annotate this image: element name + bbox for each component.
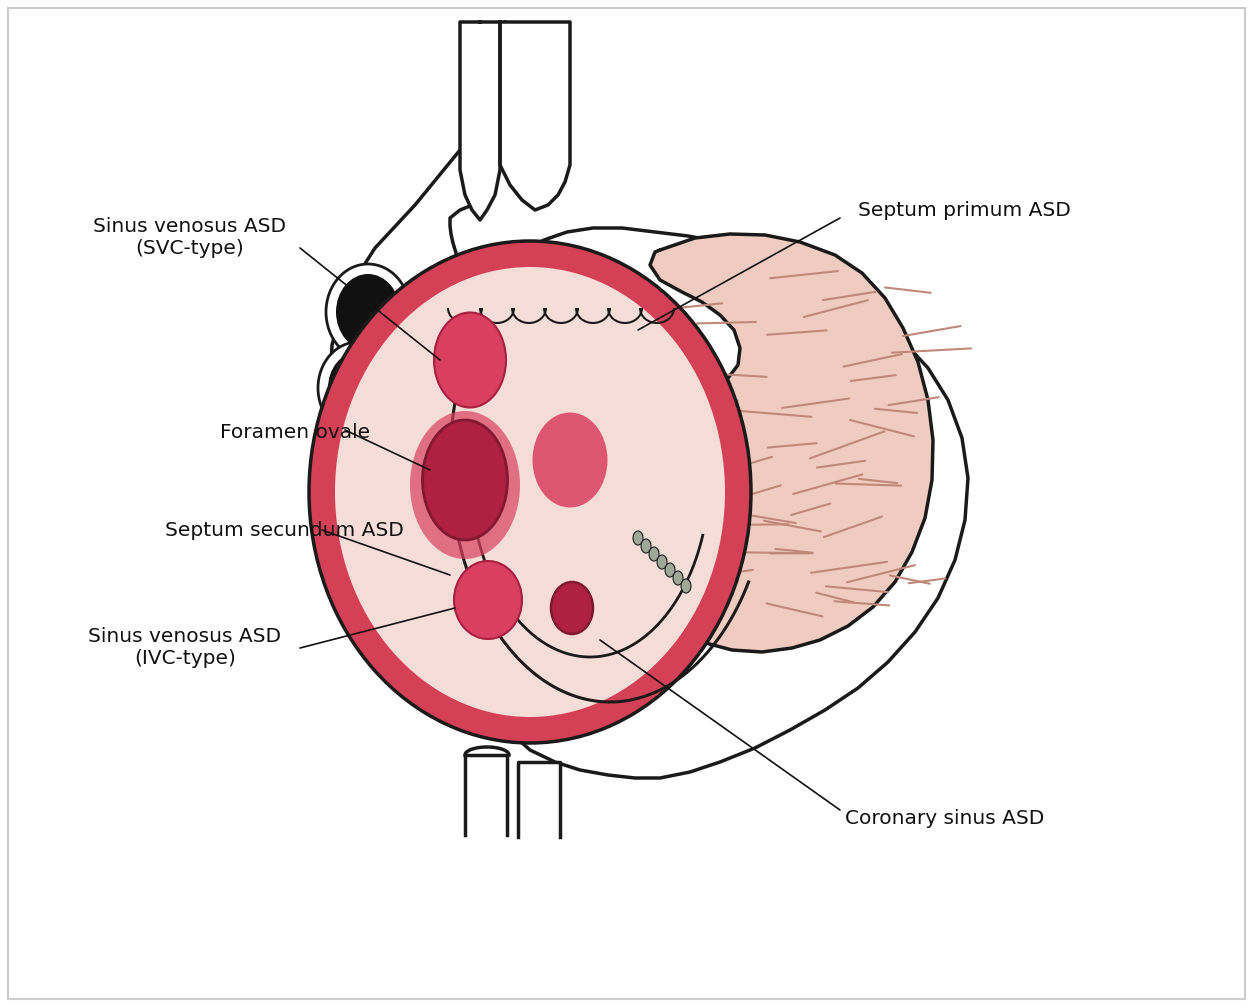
Text: Foramen ovale: Foramen ovale bbox=[221, 423, 370, 441]
Ellipse shape bbox=[533, 413, 608, 508]
Ellipse shape bbox=[642, 539, 652, 553]
Text: Sinus venosus ASD
(IVC-type): Sinus venosus ASD (IVC-type) bbox=[89, 627, 282, 669]
Text: Sinus venosus ASD
(SVC-type): Sinus venosus ASD (SVC-type) bbox=[94, 218, 287, 259]
Ellipse shape bbox=[434, 312, 506, 408]
Polygon shape bbox=[460, 22, 500, 220]
Ellipse shape bbox=[315, 418, 390, 506]
Text: Septum primum ASD: Septum primum ASD bbox=[858, 200, 1071, 220]
Polygon shape bbox=[621, 234, 933, 652]
Polygon shape bbox=[465, 755, 507, 835]
Polygon shape bbox=[500, 22, 570, 210]
Text: Coronary sinus ASD: Coronary sinus ASD bbox=[845, 809, 1044, 828]
Ellipse shape bbox=[410, 411, 520, 559]
Ellipse shape bbox=[328, 352, 388, 424]
Ellipse shape bbox=[309, 241, 751, 743]
Ellipse shape bbox=[673, 571, 683, 585]
Ellipse shape bbox=[649, 547, 659, 561]
Ellipse shape bbox=[551, 582, 593, 634]
Ellipse shape bbox=[336, 274, 400, 350]
Ellipse shape bbox=[665, 563, 675, 577]
Text: Septum secundum ASD: Septum secundum ASD bbox=[165, 521, 403, 540]
Ellipse shape bbox=[454, 561, 523, 639]
Ellipse shape bbox=[326, 264, 410, 359]
Ellipse shape bbox=[325, 428, 380, 496]
Ellipse shape bbox=[680, 579, 690, 593]
Ellipse shape bbox=[422, 420, 507, 540]
Ellipse shape bbox=[633, 531, 643, 545]
Ellipse shape bbox=[657, 555, 667, 569]
Polygon shape bbox=[330, 22, 969, 778]
Ellipse shape bbox=[318, 342, 398, 434]
Ellipse shape bbox=[335, 267, 725, 717]
Polygon shape bbox=[517, 762, 560, 837]
